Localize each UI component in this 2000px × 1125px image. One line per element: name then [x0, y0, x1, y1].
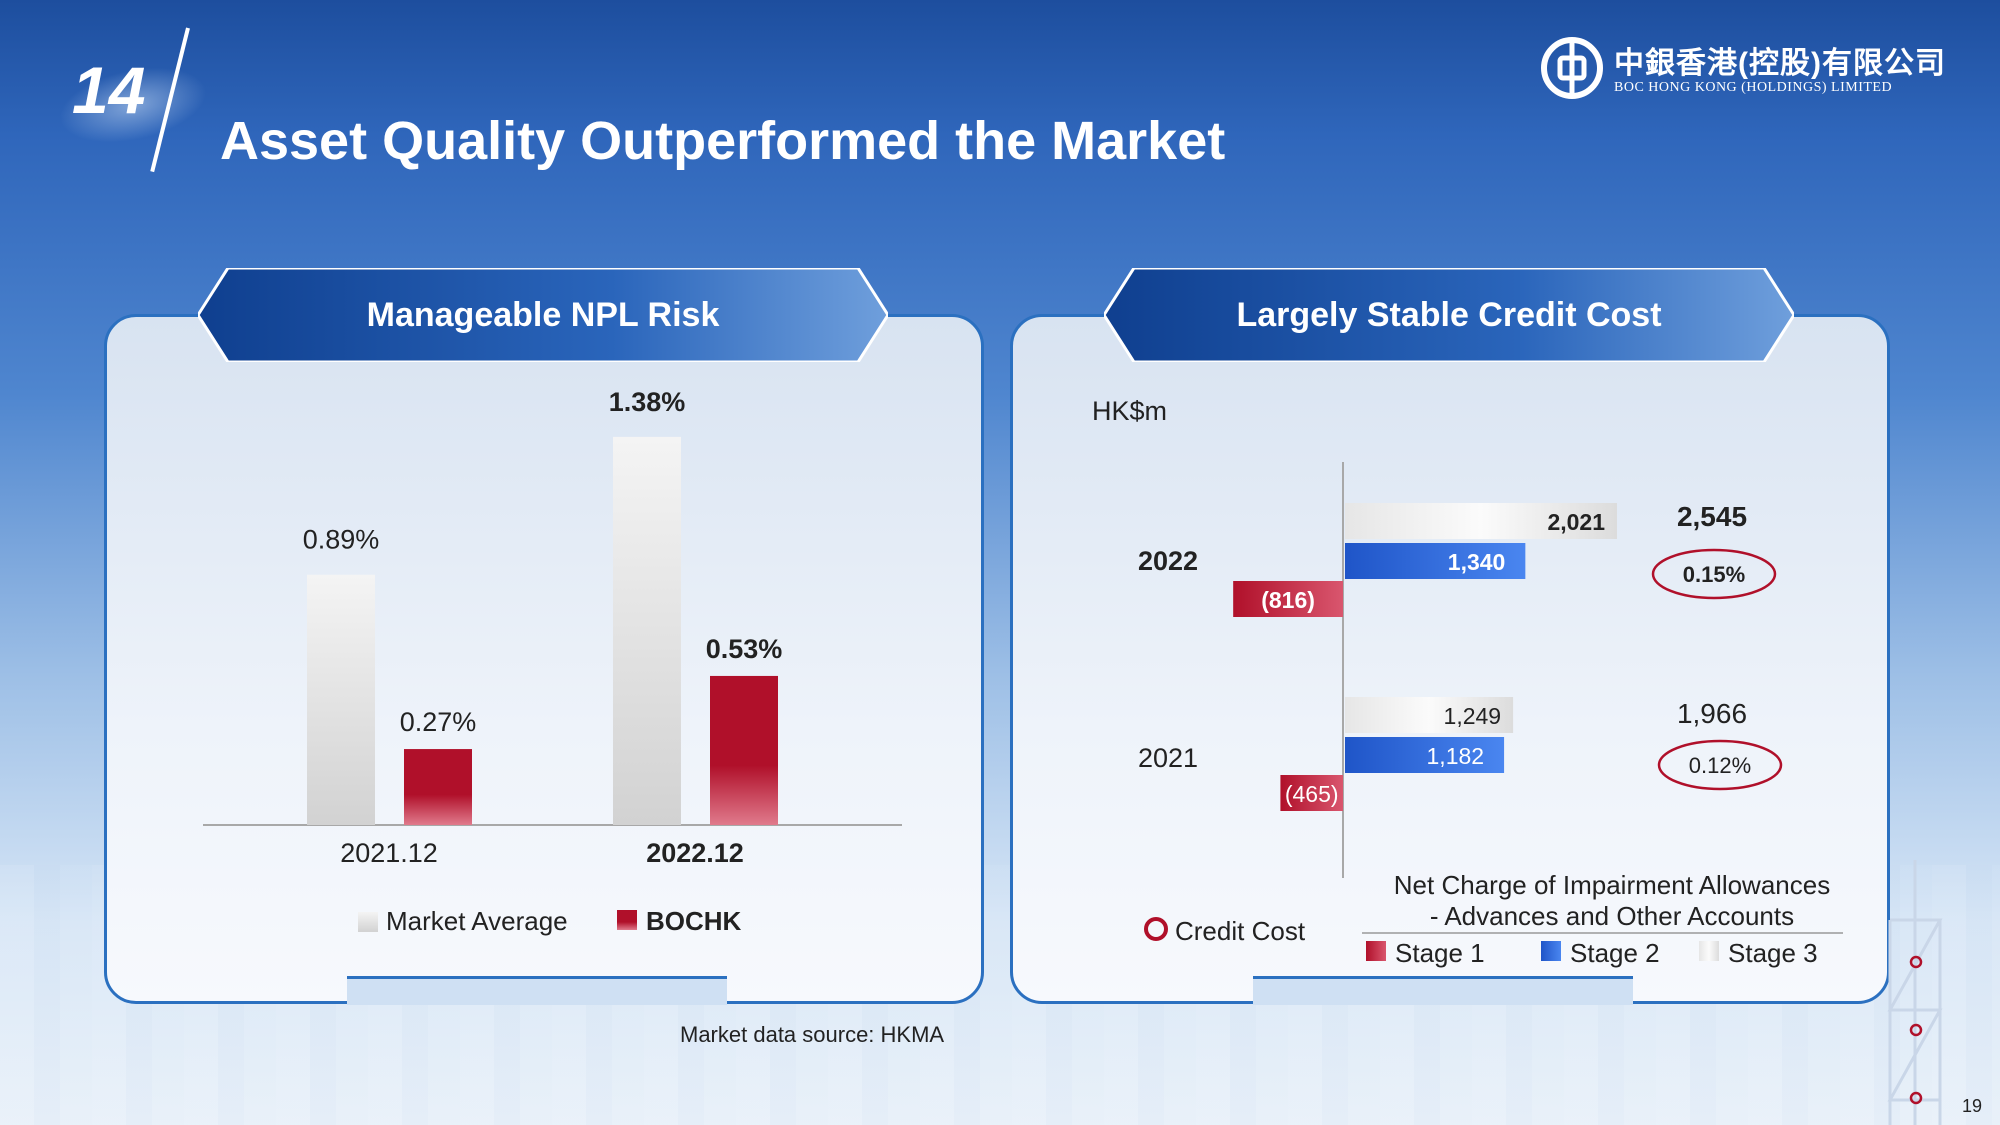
legend-label-credit-cost: Credit Cost — [1175, 916, 1306, 946]
legend-swatch-stage2 — [1541, 941, 1561, 961]
data-label-stage3: 1,249 — [1444, 703, 1502, 729]
legend-label-bochk: BOCHK — [646, 906, 742, 936]
credit-cost-label: 0.15% — [1683, 562, 1745, 587]
legend-label-stage1: Stage 1 — [1395, 938, 1485, 968]
data-label-stage1: (816) — [1261, 587, 1315, 613]
bar-stage1 — [1280, 775, 1343, 811]
data-label-stage1: (465) — [1285, 781, 1339, 807]
legend-swatch-market-average — [358, 912, 378, 932]
bar-bochk — [404, 749, 472, 825]
section-number: 14 — [72, 53, 146, 127]
bar-bochk — [710, 675, 778, 825]
data-label-stage2: 1,182 — [1427, 743, 1485, 769]
legend-swatch-stage1 — [1366, 941, 1386, 961]
y-category-label: 2022 — [1138, 546, 1198, 576]
bar-stage3 — [1345, 697, 1514, 733]
credit-cost-circle — [1657, 739, 1783, 791]
data-label-stage2: 1,340 — [1448, 549, 1506, 575]
bar-stage2 — [1345, 737, 1505, 773]
npl-panel-banner — [198, 268, 888, 362]
legend-credit-cost-circle — [1144, 917, 1168, 941]
total-label: 2,545 — [1677, 501, 1747, 532]
bar-market-average — [307, 574, 375, 825]
bar-stage1 — [1233, 581, 1343, 617]
page-title: Asset Quality Outperformed the Market — [220, 111, 1226, 171]
legend-swatch-stage3 — [1699, 941, 1719, 961]
data-label-stage3: 2,021 — [1547, 509, 1605, 535]
bar-stage3 — [1345, 503, 1617, 539]
npl-panel — [104, 314, 984, 1005]
legend-title-line2: - Advances and Other Accounts — [1430, 901, 1794, 931]
bank-tower-decoration — [1887, 860, 1943, 1125]
data-label-market-average: 0.89% — [303, 525, 380, 555]
panel-notch — [347, 976, 727, 1005]
credit-cost-circle — [1651, 548, 1777, 600]
data-label-bochk: 0.53% — [706, 634, 783, 664]
page-number: 19 — [1962, 1096, 1983, 1116]
bar-stage2 — [1345, 543, 1526, 579]
credit-cost-panel-banner — [1104, 268, 1794, 362]
legend-title-line1: Net Charge of Impairment Allowances — [1394, 870, 1830, 900]
logo-english-name: BOC HONG KONG (HOLDINGS) LIMITED — [1614, 80, 1893, 95]
legend-label-market-average: Market Average — [386, 906, 568, 936]
logo-chinese-name: 中銀香港(控股)有限公司 — [1614, 47, 1946, 80]
x-tick-label: 2021.12 — [340, 838, 438, 868]
credit-cost-panel — [1010, 314, 1890, 1005]
legend-swatch-bochk — [617, 910, 637, 930]
footnote-source: Market data source: HKMA — [680, 1022, 945, 1047]
legend-label-stage2: Stage 2 — [1570, 938, 1660, 968]
bar-market-average — [613, 436, 681, 825]
y-category-label: 2021 — [1138, 743, 1198, 773]
total-label: 1,966 — [1677, 698, 1747, 729]
legend-label-stage3: Stage 3 — [1728, 938, 1818, 968]
credit-cost-label: 0.12% — [1689, 753, 1751, 778]
data-label-market-average: 1.38% — [609, 387, 686, 417]
x-tick-label: 2022.12 — [646, 838, 744, 868]
credit-cost-panel-title: Largely Stable Credit Cost — [1236, 296, 1662, 334]
panel-notch — [1253, 976, 1633, 1005]
npl-panel-title: Manageable NPL Risk — [366, 296, 720, 334]
data-label-bochk: 0.27% — [400, 707, 477, 737]
boc-logo-icon — [1541, 37, 1603, 99]
unit-label: HK$m — [1092, 396, 1167, 426]
